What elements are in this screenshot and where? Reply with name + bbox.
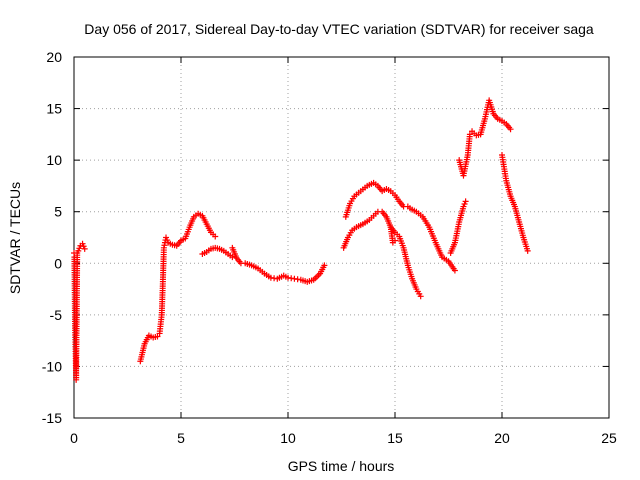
y-tick-labels: -15 -10 -5 0 5 10 15 20 [42,49,62,426]
y-tick-label: -5 [50,307,63,323]
y-tick-label: -10 [42,358,62,374]
data-point [462,198,469,205]
y-tick-label: 10 [46,152,62,168]
data-points [71,97,531,383]
data-point [229,254,236,261]
series-arc-10 [456,97,514,179]
data-point [451,267,458,274]
y-tick-label: 5 [54,204,62,220]
y-tick-label: 0 [54,255,62,271]
y-tick-label: 15 [46,101,62,117]
series-arc-6 [340,208,424,300]
plot-border [73,56,610,419]
data-point [392,237,398,244]
series-arc-7 [342,179,458,274]
chart-title: Day 056 of 2017, Sidereal Day-to-day VTE… [84,21,594,37]
y-axis-label: SDTVAR / TECUs [7,182,23,294]
x-tick-label: 10 [280,430,296,446]
series-arc-9 [447,198,469,256]
data-point [154,333,161,340]
series-arc-5 [229,244,328,285]
series-arc-8 [387,224,398,246]
data-point [212,233,219,240]
x-tick-label: 5 [177,430,185,446]
grid [74,57,609,418]
x-tick-label: 15 [387,430,403,446]
series-arc-4 [199,244,236,261]
data-point [507,126,514,133]
series-arc-2 [137,234,184,365]
series-arc-3 [178,210,219,244]
x-axis-label: GPS time / hours [288,458,395,474]
data-point [524,247,531,254]
series-arc-11 [499,151,531,254]
data-point [417,293,424,300]
x-tick-label: 25 [601,430,617,446]
series-arc-1 [71,240,88,383]
data-point [81,245,88,252]
x-tick-label: 0 [70,430,78,446]
y-tick-label: -15 [42,410,62,426]
axis-ticks [73,56,610,419]
data-point [321,262,328,269]
data-point [466,131,473,138]
y-tick-label: 20 [46,49,62,65]
x-tick-labels: 0 5 10 15 20 25 [70,430,617,446]
x-tick-label: 20 [494,430,510,446]
